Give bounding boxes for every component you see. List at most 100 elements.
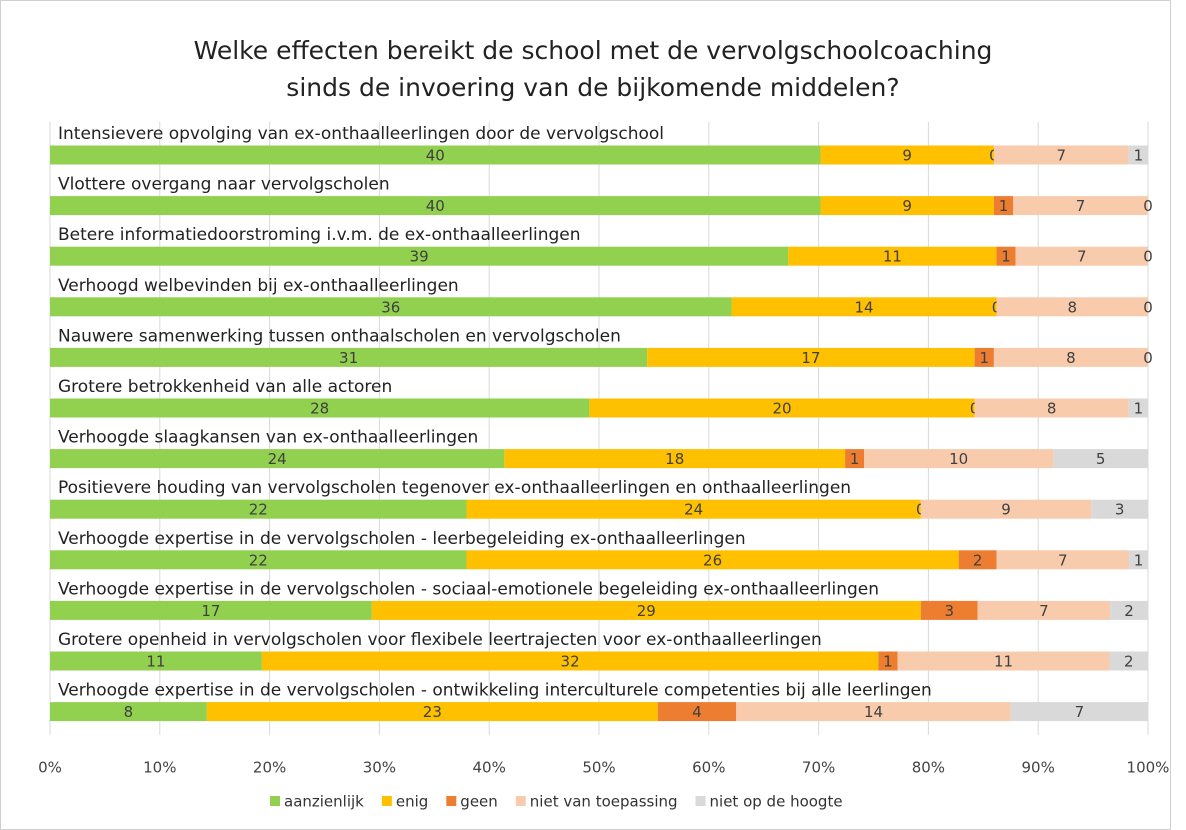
- data-label: 1: [883, 653, 893, 671]
- data-label: 36: [381, 298, 400, 316]
- data-label: 17: [201, 602, 220, 620]
- bar-segment: [996, 297, 1148, 317]
- legend-swatch: [381, 796, 392, 806]
- data-label: 7: [1075, 703, 1085, 721]
- data-label: 17: [801, 349, 820, 367]
- legend-swatch: [270, 796, 280, 806]
- bar-segment: [50, 600, 372, 620]
- bar-segment: [845, 449, 865, 469]
- legend-label: niet van toepassing: [530, 793, 678, 811]
- data-label: 9: [902, 147, 912, 165]
- data-label: 8: [1066, 349, 1076, 367]
- data-label: 32: [561, 653, 580, 671]
- bar-segment: [897, 651, 1110, 671]
- data-label: 11: [883, 248, 902, 266]
- data-label: 7: [1058, 551, 1068, 569]
- category-label: Nauwere samenwerking tussen onthaalschol…: [58, 326, 621, 346]
- category-label: Verhoogde expertise in de vervolgscholen…: [58, 579, 879, 599]
- bar-segment: [1128, 398, 1148, 418]
- data-label: 26: [703, 551, 722, 569]
- data-label: 10: [949, 450, 968, 468]
- bar-segment: [1010, 702, 1148, 722]
- data-label: 1: [1001, 248, 1011, 266]
- bar-segment: [974, 398, 1129, 418]
- data-label: 0: [1143, 298, 1153, 316]
- bar-segment: [864, 449, 1054, 469]
- bar-segment: [50, 499, 467, 519]
- data-label: 7: [1076, 197, 1086, 215]
- bar-segment: [993, 347, 1148, 367]
- data-label: 11: [146, 653, 165, 671]
- bar-segment: [736, 702, 1011, 722]
- x-tick-label: 100%: [1127, 759, 1170, 777]
- category-label: Vlottere overgang naar vervolgscholen: [58, 175, 390, 195]
- data-label: 7: [1039, 602, 1049, 620]
- data-label: 40: [426, 147, 445, 165]
- data-label: 1: [999, 197, 1009, 215]
- bar-segment: [589, 398, 975, 418]
- bar-segment: [820, 145, 994, 165]
- bar-segment: [878, 651, 898, 671]
- legend-swatch: [446, 796, 457, 806]
- data-label: 1: [850, 450, 860, 468]
- data-label: 24: [268, 450, 287, 468]
- bar-segment: [50, 297, 732, 317]
- x-tick-label: 80%: [912, 759, 945, 777]
- bar-segment: [920, 499, 1092, 519]
- bar-segment: [371, 600, 921, 620]
- bar-segment: [731, 297, 997, 317]
- data-label: 22: [249, 501, 268, 519]
- bar-segment: [50, 246, 789, 266]
- bar-segment: [50, 347, 648, 367]
- data-label: 14: [864, 703, 883, 721]
- category-label: Verhoogd welbevinden bij ex-onthaalleerl…: [58, 276, 459, 296]
- bar-segment: [50, 196, 821, 216]
- data-label: 20: [772, 400, 791, 418]
- chart-title: Welke effecten bereikt de school met de …: [194, 36, 993, 102]
- legend-swatch: [515, 796, 526, 806]
- bar-segment: [1053, 449, 1148, 469]
- data-label: 40: [426, 197, 445, 215]
- bar-segment: [50, 398, 590, 418]
- data-label: 18: [665, 450, 684, 468]
- data-label: 8: [1047, 400, 1057, 418]
- x-tick-label: 70%: [802, 759, 835, 777]
- data-label: 23: [423, 703, 442, 721]
- bar-segment: [996, 550, 1130, 570]
- data-label: 2: [1124, 602, 1134, 620]
- bar-segment: [1128, 145, 1148, 165]
- data-label: 3: [1115, 501, 1125, 519]
- x-tick-label: 0%: [38, 759, 62, 777]
- bar-segment: [958, 550, 997, 570]
- bar-segment: [977, 600, 1111, 620]
- bar-segment: [261, 651, 879, 671]
- data-label: 0: [1143, 248, 1153, 266]
- category-label: Grotere openheid in vervolgscholen voor …: [58, 630, 822, 650]
- data-label: 1: [1134, 551, 1144, 569]
- data-label: 1: [1134, 400, 1144, 418]
- data-label: 7: [1057, 147, 1067, 165]
- bar-segment: [50, 651, 262, 671]
- legend-swatch: [695, 796, 706, 806]
- bar-segment: [657, 702, 737, 722]
- bar-segment: [996, 246, 1016, 266]
- data-label: 29: [637, 602, 656, 620]
- data-label: 28: [310, 400, 329, 418]
- data-label: 2: [973, 551, 983, 569]
- bar-segment: [647, 347, 975, 367]
- data-label: 1: [1134, 147, 1144, 165]
- bar-segment: [993, 196, 1014, 216]
- bar-segment: [1129, 550, 1148, 570]
- bar-segment: [466, 499, 921, 519]
- x-tick-label: 20%: [253, 759, 286, 777]
- bar-segment: [1013, 196, 1148, 216]
- x-tick-label: 90%: [1022, 759, 1055, 777]
- bar-segment: [993, 145, 1129, 165]
- legend-label: geen: [460, 793, 498, 811]
- data-label: 7: [1077, 248, 1087, 266]
- bar-segment: [974, 347, 994, 367]
- data-label: 5: [1096, 450, 1106, 468]
- bar-segment: [1110, 600, 1148, 620]
- data-label: 22: [249, 551, 268, 569]
- category-label: Verhoogde slaagkansen van ex-onthaalleer…: [58, 428, 478, 448]
